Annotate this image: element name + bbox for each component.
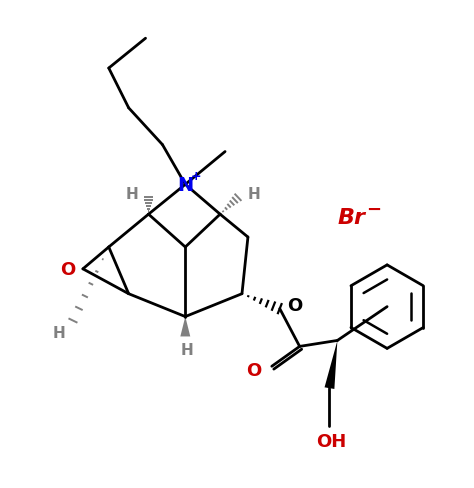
Text: H: H (52, 325, 65, 340)
Text: −: − (365, 201, 381, 219)
Text: H: H (126, 186, 138, 202)
Text: O: O (246, 362, 262, 380)
Polygon shape (325, 341, 337, 389)
Polygon shape (180, 317, 190, 337)
Text: O: O (287, 296, 302, 314)
Text: OH: OH (316, 432, 346, 450)
Text: N: N (177, 176, 193, 194)
Text: O: O (60, 260, 75, 278)
Text: Br: Br (337, 208, 365, 228)
Text: H: H (248, 186, 261, 202)
Text: +: + (191, 169, 201, 183)
Text: H: H (181, 343, 194, 358)
